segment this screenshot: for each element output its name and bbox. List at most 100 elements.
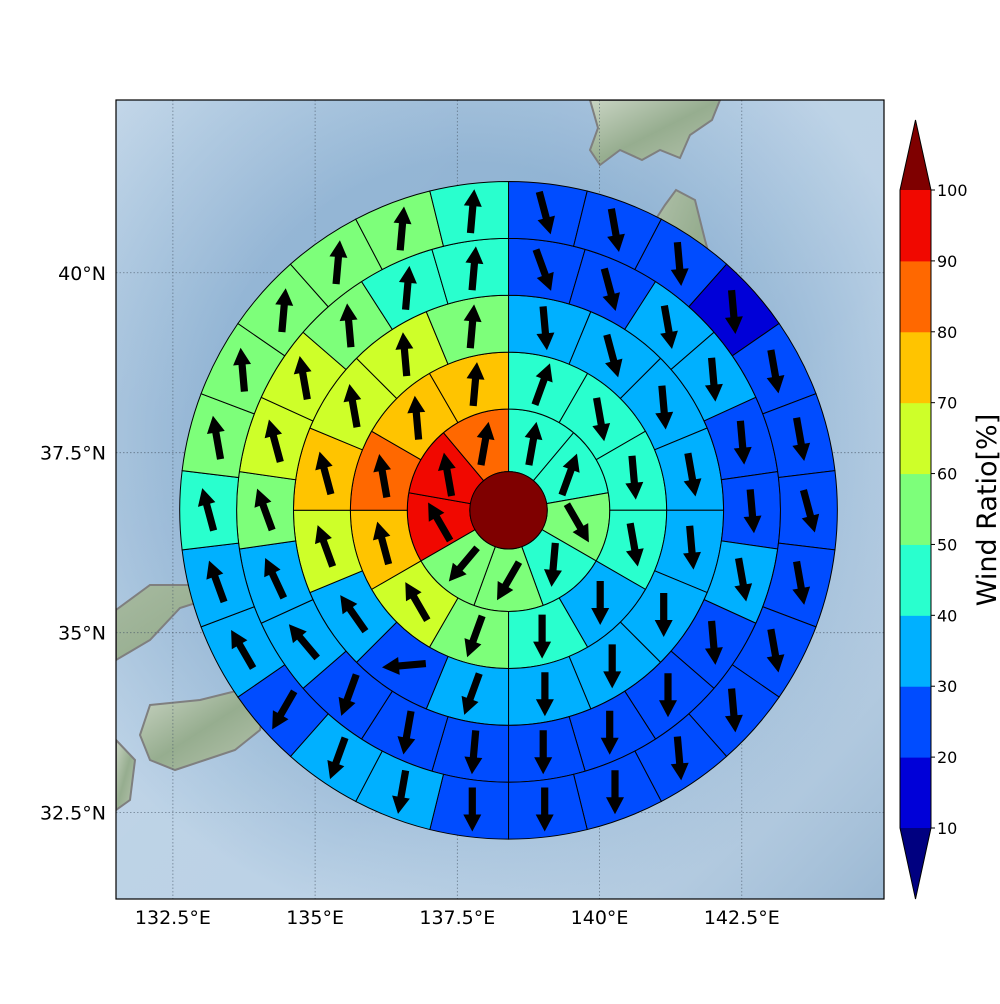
wind-arrow — [272, 689, 298, 730]
wind-arrow-shape — [448, 545, 480, 582]
wind-arrow — [534, 730, 553, 775]
wind-arrow — [724, 289, 743, 335]
wind-arrow — [464, 730, 483, 775]
wind-arrow — [592, 397, 611, 442]
wind-arrow-shape — [733, 420, 752, 465]
wind-arrow-shape — [563, 502, 589, 543]
wind-arrow — [437, 452, 456, 497]
colorbar-label: Wind Ratio[%] — [972, 414, 1000, 606]
x-tick-label: 135°E — [286, 907, 344, 929]
wind-arrow — [327, 736, 349, 780]
wind-arrow — [544, 542, 562, 587]
wind-arrow — [535, 672, 554, 717]
colorbar-segment — [900, 190, 931, 262]
wind-arrow-shape — [600, 710, 619, 755]
wind-arrow — [288, 624, 320, 661]
wind-arrow — [476, 421, 495, 466]
wind-arrow-shape — [792, 417, 811, 462]
wind-arrow-shape — [603, 644, 622, 689]
wind-arrow-shape — [206, 560, 228, 604]
wind-arrow-shape — [724, 688, 743, 733]
wind-arrow-shape — [343, 383, 362, 428]
wind-arrow — [466, 362, 485, 407]
wind-arrow — [558, 453, 580, 497]
wind-arrow — [733, 420, 752, 465]
wind-arrow — [536, 306, 555, 351]
wind-arrow-shape — [535, 190, 555, 235]
wind-arrow-shape — [704, 357, 723, 402]
y-tick-label: 32.5°N — [40, 803, 106, 825]
wind-arrow — [465, 246, 484, 291]
wind-arrow — [743, 489, 762, 534]
wind-arrow — [792, 417, 811, 462]
land-hokkaido — [588, 100, 722, 167]
y-tick-label: 40°N — [58, 263, 106, 285]
wind-arrow-shape — [544, 542, 562, 587]
colorbar-tick-label: 50 — [937, 535, 957, 554]
wind-arrow-shape — [625, 455, 644, 500]
wind-arrow-shape — [437, 452, 456, 497]
wind-arrow — [497, 560, 523, 601]
wind-arrow-shape — [275, 288, 294, 333]
wind-arrow — [343, 383, 362, 428]
wind-arrow — [397, 710, 416, 755]
wind-arrow — [463, 787, 482, 832]
colorbar-tick-label: 70 — [937, 394, 957, 413]
colorbar-segment — [900, 757, 931, 829]
wind-arrow-shape — [463, 787, 482, 832]
y-tick-label: 37.5°N — [40, 443, 106, 465]
wind-arrow — [563, 502, 589, 543]
wind-arrow — [792, 560, 811, 605]
wind-arrow — [660, 304, 678, 349]
wind-arrow-shape — [535, 787, 554, 832]
wind-arrow — [607, 208, 625, 253]
colorbar-segment — [900, 686, 931, 758]
wind-arrow — [535, 787, 554, 832]
map-frame — [115, 99, 885, 900]
wind-arrow — [600, 710, 619, 755]
colorbar-tick-label: 100 — [937, 181, 968, 200]
wind-arrow — [254, 488, 276, 532]
wind-arrow — [683, 452, 702, 497]
wind-arrow — [724, 688, 743, 733]
wind-arrow-shape — [591, 581, 610, 625]
wind-arrow — [704, 620, 723, 665]
wind-arrow-shape — [397, 710, 416, 755]
wind-arrow-shape — [476, 421, 495, 466]
wind-arrow-shape — [558, 453, 580, 497]
colorbar-segment — [900, 331, 931, 404]
wind-arrow — [683, 525, 701, 570]
wind-arrow — [392, 769, 410, 814]
wind-arrow — [372, 521, 393, 566]
wind-arrow-shape — [381, 656, 427, 675]
wind-arrow-shape — [660, 304, 678, 349]
wind-arrow-shape — [766, 349, 785, 394]
wind-arrow-shape — [233, 347, 252, 392]
wind-arrow — [206, 560, 228, 604]
wind-arrow-shape — [524, 421, 543, 466]
x-tick-label: 132.5°E — [135, 907, 211, 929]
wind-arrow — [591, 581, 610, 625]
wind-arrow-shape — [372, 521, 393, 566]
wind-arrow — [264, 419, 284, 463]
wind-arrow-shape — [792, 560, 811, 605]
wind-arrow — [603, 644, 622, 689]
wind-arrow — [329, 240, 348, 285]
wind-arrow — [600, 267, 620, 312]
wind-arrow — [524, 421, 543, 466]
colorbar-tick-label: 20 — [937, 748, 957, 767]
wind-arrow — [315, 451, 335, 496]
wind-arrow — [293, 356, 312, 401]
wind-arrow — [659, 673, 677, 718]
wind-arrow — [461, 672, 483, 715]
colorbar-segment — [900, 544, 931, 616]
colorbar-tick-label: 10 — [937, 819, 957, 838]
wind-arrow — [531, 363, 553, 406]
wind-arrow-shape — [206, 415, 225, 460]
wind-arrow — [799, 489, 820, 533]
wind-arrow-shape — [531, 363, 553, 406]
wind-arrow-shape — [463, 304, 482, 349]
wind-arrow-shape — [314, 525, 337, 568]
colorbar-tick-label: 60 — [937, 465, 957, 484]
